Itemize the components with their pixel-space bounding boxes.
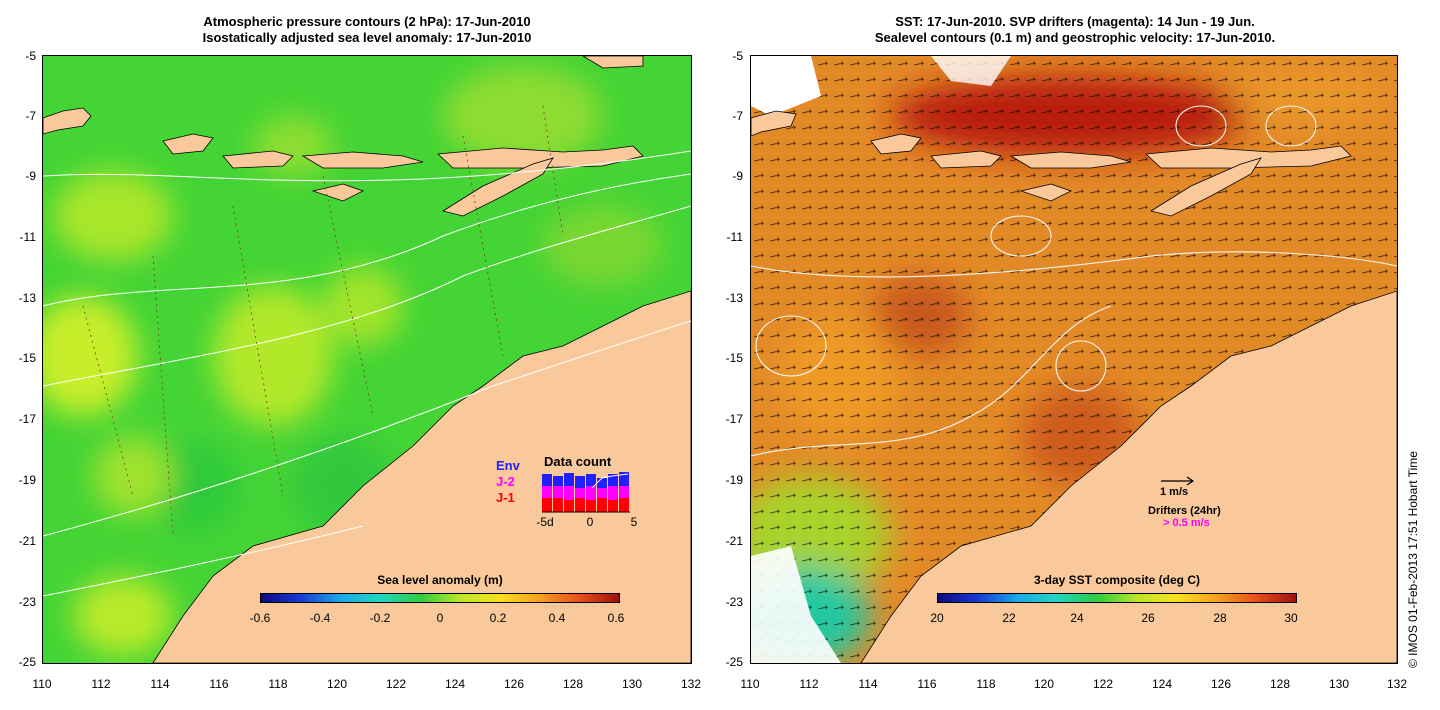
right-y-tick: -25 [725, 655, 743, 669]
data-count-histogram [542, 472, 630, 513]
right-x-tick: 120 [1033, 677, 1055, 691]
left-y-tick: -7 [25, 109, 36, 123]
sst-colorbar [937, 593, 1297, 603]
right-title-line2: Sealevel contours (0.1 m) and geostrophi… [874, 30, 1276, 45]
sla-colorbar-tick: -0.6 [249, 611, 271, 625]
left-x-tick: 130 [621, 677, 643, 691]
left-x-tick: 120 [326, 677, 348, 691]
left-x-tick: 126 [503, 677, 525, 691]
left-y-tick: -13 [18, 291, 36, 305]
data-count-legend-j2: J-2 [496, 474, 515, 489]
left-x-tick: 128 [562, 677, 584, 691]
right-y-tick: -5 [732, 49, 743, 63]
right-x-tick: 128 [1269, 677, 1291, 691]
sst-colorbar-tick: 20 [930, 611, 944, 625]
data-count-legend-j1: J-1 [496, 490, 515, 505]
right-x-tick: 130 [1328, 677, 1350, 691]
sst-colorbar-tick: 28 [1213, 611, 1227, 625]
right-x-tick: 126 [1210, 677, 1232, 691]
left-y-tick: -17 [18, 412, 36, 426]
sla-colorbar-tick: 0.6 [607, 611, 625, 625]
right-x-tick: 116 [917, 677, 937, 691]
left-y-tick: -21 [18, 534, 36, 548]
left-x-tick: 132 [680, 677, 702, 691]
right-x-tick: 114 [858, 677, 878, 691]
right-title: SST: 17-Jun-2010. SVP drifters (magenta)… [750, 14, 1400, 46]
left-title-line2: Isostatically adjusted sea level anomaly… [202, 30, 532, 45]
right-title-line1: SST: 17-Jun-2010. SVP drifters (magenta)… [895, 14, 1255, 29]
sst-map-panel [750, 55, 1398, 664]
sla-colorbar-tick: 0.2 [489, 611, 507, 625]
right-y-tick: -9 [732, 169, 743, 183]
right-y-tick: -7 [732, 109, 743, 123]
left-title-line1: Atmospheric pressure contours (2 hPa): 1… [203, 14, 531, 29]
right-y-tick: -21 [725, 534, 743, 548]
left-title: Atmospheric pressure contours (2 hPa): 1… [42, 14, 692, 46]
sst-colorbar-tick: 22 [1002, 611, 1016, 625]
sst-colorbar-tick: 24 [1070, 611, 1084, 625]
sst-colorbar-label: 3-day SST composite (deg C) [1033, 573, 1201, 587]
left-x-tick: 110 [32, 677, 52, 691]
right-y-tick: -15 [725, 351, 743, 365]
left-x-tick: 116 [209, 677, 229, 691]
sla-colorbar-tick: -0.2 [369, 611, 391, 625]
right-x-tick: 122 [1092, 677, 1114, 691]
velocity-key-label: 1 m/s [1160, 486, 1189, 498]
left-y-tick: -25 [18, 655, 36, 669]
data-count-legend-env: Env [496, 458, 520, 473]
left-y-tick: -15 [18, 351, 36, 365]
sla-colorbar-tick: 0 [436, 611, 444, 625]
data-count-title: Data count [544, 454, 612, 469]
drifter-key-title: Drifters (24hr) [1148, 505, 1221, 517]
right-y-tick: -17 [725, 412, 743, 426]
sla-colorbar-tick: 0.4 [548, 611, 566, 625]
left-y-tick: -23 [18, 595, 36, 609]
right-x-tick: 124 [1151, 677, 1173, 691]
right-y-tick: -11 [726, 230, 743, 244]
velocity-key-arrow [1161, 476, 1195, 486]
data-count-tick: 0 [586, 515, 594, 529]
drifter-key-value: > 0.5 m/s [1163, 517, 1210, 529]
sla-colorbar-label: Sea level anomaly (m) [377, 573, 503, 587]
sla-map-panel [42, 55, 692, 664]
sla-colorbar-tick: -0.4 [309, 611, 331, 625]
left-x-tick: 118 [268, 677, 288, 691]
imos-credit: © IMOS 01-Feb-2013 17:51 Hobart Time [1406, 451, 1420, 668]
sst-colorbar-tick: 30 [1284, 611, 1298, 625]
right-y-tick: -19 [725, 473, 743, 487]
left-x-tick: 112 [91, 677, 111, 691]
data-count-tick: 5 [630, 515, 638, 529]
right-y-tick: -23 [725, 595, 743, 609]
left-y-tick: -19 [18, 473, 36, 487]
sla-map [43, 56, 691, 663]
sst-colorbar-tick: 26 [1141, 611, 1155, 625]
right-x-tick: 118 [976, 677, 996, 691]
left-x-tick: 122 [385, 677, 407, 691]
data-count-tick: -5d [536, 515, 554, 529]
sst-map [751, 56, 1397, 663]
right-x-tick: 110 [740, 677, 760, 691]
left-x-tick: 114 [150, 677, 170, 691]
left-x-tick: 124 [444, 677, 466, 691]
right-y-tick: -13 [725, 291, 743, 305]
left-y-tick: -9 [25, 169, 36, 183]
right-x-tick: 112 [799, 677, 819, 691]
sla-colorbar [260, 593, 620, 603]
left-y-tick: -11 [19, 230, 36, 244]
left-y-tick: -5 [25, 49, 36, 63]
right-x-tick: 132 [1386, 677, 1408, 691]
